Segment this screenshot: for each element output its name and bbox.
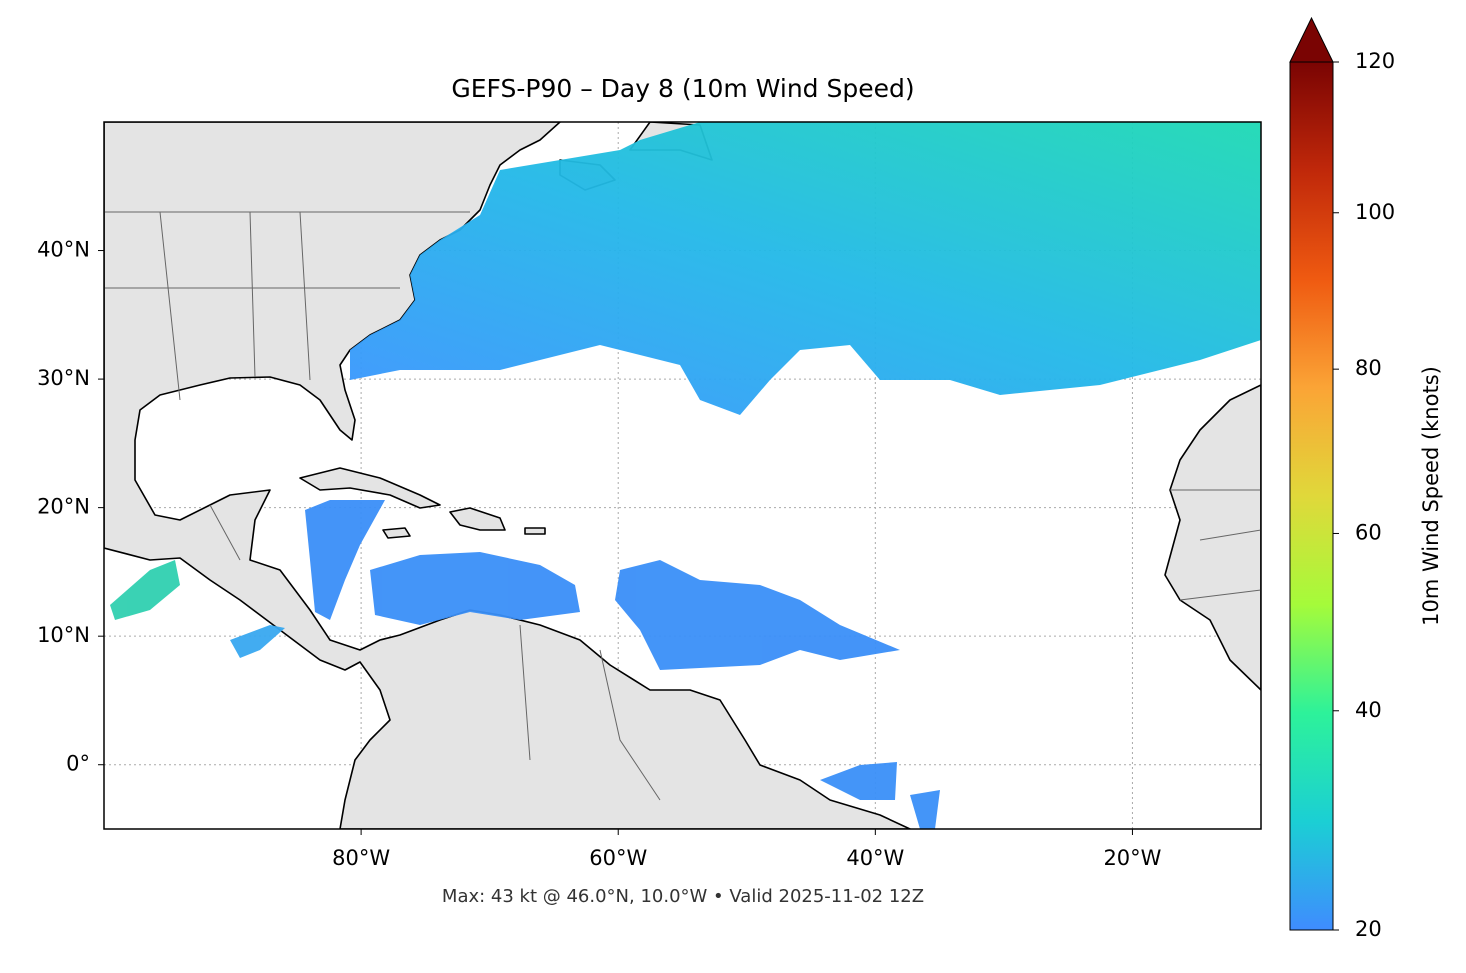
colorbar-tick-label: 80 (1355, 356, 1382, 380)
hispaniola (382, 507, 546, 539)
y-tick-label: 40°N (37, 238, 90, 262)
footer-annotation: Max: 43 kt @ 46.0°N, 10.0°W • Valid 2025… (442, 886, 924, 907)
x-tick-label: 60°W (589, 846, 647, 870)
y-tick-label: 30°N (37, 366, 90, 390)
colorbar-tick-label: 120 (1355, 49, 1395, 73)
x-tick-label: 20°W (1103, 846, 1161, 870)
colorbar-tick-label: 40 (1355, 698, 1382, 722)
wind-north-atlantic (350, 122, 1261, 415)
map-area (104, 122, 1261, 829)
wind-equatorial (820, 762, 940, 829)
wind-pacific-2 (230, 625, 285, 658)
cuba (299, 467, 441, 509)
colorbar-tick-label: 20 (1355, 917, 1382, 941)
colorbar-label: 10m Wind Speed (knots) (1419, 366, 1443, 626)
wind-caribbean (305, 500, 580, 625)
y-tick-label: 0° (66, 752, 90, 776)
y-tick-label: 20°N (37, 495, 90, 519)
axes: 80°W 60°W 40°W 20°W 0° 10°N 20°N 30°N 40°N (37, 238, 1162, 870)
x-tick-label: 80°W (332, 846, 390, 870)
colorbar-body (1289, 61, 1334, 931)
y-tick-label: 10°N (37, 623, 90, 647)
colorbar-extend (1289, 16, 1334, 63)
colorbar: 20 40 60 80 100 120 10m Wind Speed (knots) (1289, 16, 1443, 941)
wind-field (110, 122, 1261, 829)
wind-pacific (110, 560, 180, 620)
colorbar-tick-label: 100 (1355, 200, 1395, 224)
x-tick-label: 40°W (846, 846, 904, 870)
wind-central-atlantic (615, 560, 900, 670)
map-frame (103, 121, 1262, 830)
borders (104, 211, 1261, 801)
colorbar-tick-label: 60 (1355, 520, 1382, 544)
map-title: GEFS-P90 – Day 8 (10m Wind Speed) (451, 74, 914, 103)
